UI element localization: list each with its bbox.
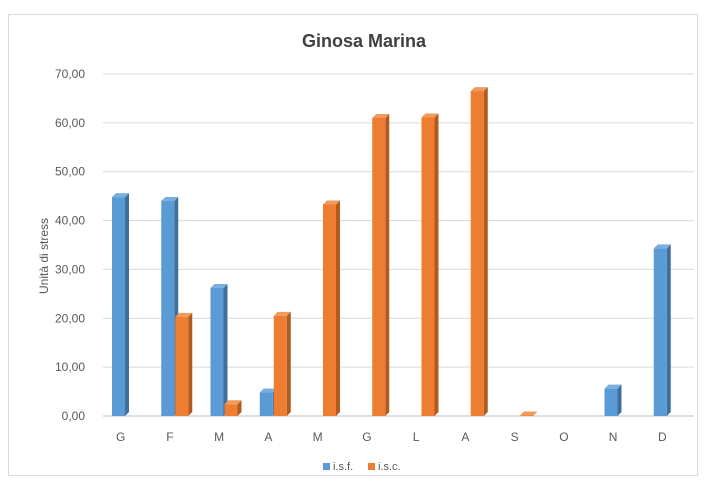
legend-label: i.s.c. xyxy=(378,461,401,473)
bar-isc-3 xyxy=(273,311,291,416)
x-tick-label: N xyxy=(609,430,618,444)
bar-front xyxy=(112,197,125,416)
bar-side xyxy=(125,193,129,416)
legend-swatch xyxy=(368,463,375,470)
y-tick-label: 30,00 xyxy=(55,262,85,276)
bar-isf-10 xyxy=(604,384,622,416)
bar-isf-11 xyxy=(653,244,671,416)
bar-top xyxy=(653,244,671,249)
bar-top xyxy=(224,400,242,405)
gridlines xyxy=(103,73,694,417)
y-tick-label: 20,00 xyxy=(55,311,85,325)
bar-front xyxy=(520,415,533,417)
y-tick-label: 0,00 xyxy=(62,409,86,423)
bar-isc-1 xyxy=(175,312,193,416)
bar-isc-6 xyxy=(421,113,439,417)
x-tick-label: O xyxy=(559,430,568,444)
legend-item-0: i.s.f. xyxy=(323,461,353,473)
bar-top xyxy=(604,384,622,389)
bar-front xyxy=(161,201,175,416)
bar-front xyxy=(259,392,273,416)
bar-side xyxy=(336,200,340,416)
legend-label: i.s.f. xyxy=(333,461,353,473)
x-tick-label: G xyxy=(362,430,371,444)
bar-side xyxy=(286,311,291,416)
bar-top xyxy=(421,113,439,118)
bar-side xyxy=(483,87,488,416)
bar-side xyxy=(223,283,228,416)
bar-front xyxy=(323,204,336,416)
legend-swatch xyxy=(323,463,330,470)
x-tick-label: S xyxy=(511,430,519,444)
y-axis-title: Unità di stress xyxy=(37,218,51,294)
bar-top xyxy=(520,411,537,416)
x-tick-label: M xyxy=(313,430,323,444)
x-tick-label: F xyxy=(166,430,173,444)
bar-isc-8 xyxy=(520,411,537,417)
bar-front xyxy=(372,117,386,416)
bar-isc-7 xyxy=(470,87,488,416)
bar-side xyxy=(666,244,671,416)
chart-title: Ginosa Marina xyxy=(302,31,427,51)
bar-top xyxy=(323,200,340,205)
bar-side xyxy=(533,411,537,416)
bar-isf-0 xyxy=(112,193,129,416)
bar-isf-2 xyxy=(210,283,228,416)
bar-front xyxy=(175,316,189,416)
bar-front xyxy=(224,404,238,416)
y-tick-label: 60,00 xyxy=(55,116,85,130)
bar-top xyxy=(372,113,390,118)
bar-side xyxy=(237,400,242,416)
bar-isc-5 xyxy=(372,113,390,416)
y-tick-label: 10,00 xyxy=(55,360,85,374)
y-axis-ticks: 0,00 10,00 20,00 30,00 40,00 50,00 60,00 70,00 xyxy=(55,67,85,423)
y-tick-label: 50,00 xyxy=(55,165,85,179)
bar-front xyxy=(210,287,224,416)
bar-isc-4 xyxy=(323,200,340,416)
bar-side xyxy=(434,113,439,417)
bar-top xyxy=(273,311,291,316)
bar-isc-2 xyxy=(224,400,242,416)
y-tick-label: 40,00 xyxy=(55,214,85,228)
x-tick-label: A xyxy=(461,430,469,444)
bar-front xyxy=(470,91,484,416)
bar-top xyxy=(161,197,179,202)
bar-front xyxy=(653,248,667,416)
legend-item-1: i.s.c. xyxy=(368,461,401,473)
x-tick-label: D xyxy=(658,430,667,444)
bar-top xyxy=(210,283,228,288)
x-tick-label: G xyxy=(116,430,125,444)
bar-front xyxy=(604,388,618,416)
legend: i.s.f. i.s.c. xyxy=(323,461,401,473)
bar-front xyxy=(421,117,435,417)
x-tick-label: L xyxy=(413,430,420,444)
bars xyxy=(112,87,671,417)
bar-front xyxy=(273,315,287,416)
x-tick-label: M xyxy=(214,430,224,444)
bar-top xyxy=(259,388,277,393)
bar-side xyxy=(188,312,193,416)
bar-top xyxy=(112,193,129,198)
x-tick-label: A xyxy=(264,430,272,444)
y-tick-label: 70,00 xyxy=(55,67,85,81)
bar-side xyxy=(385,113,390,416)
bar-side xyxy=(617,384,622,416)
bar-top xyxy=(470,87,488,92)
bar-top xyxy=(175,312,193,317)
